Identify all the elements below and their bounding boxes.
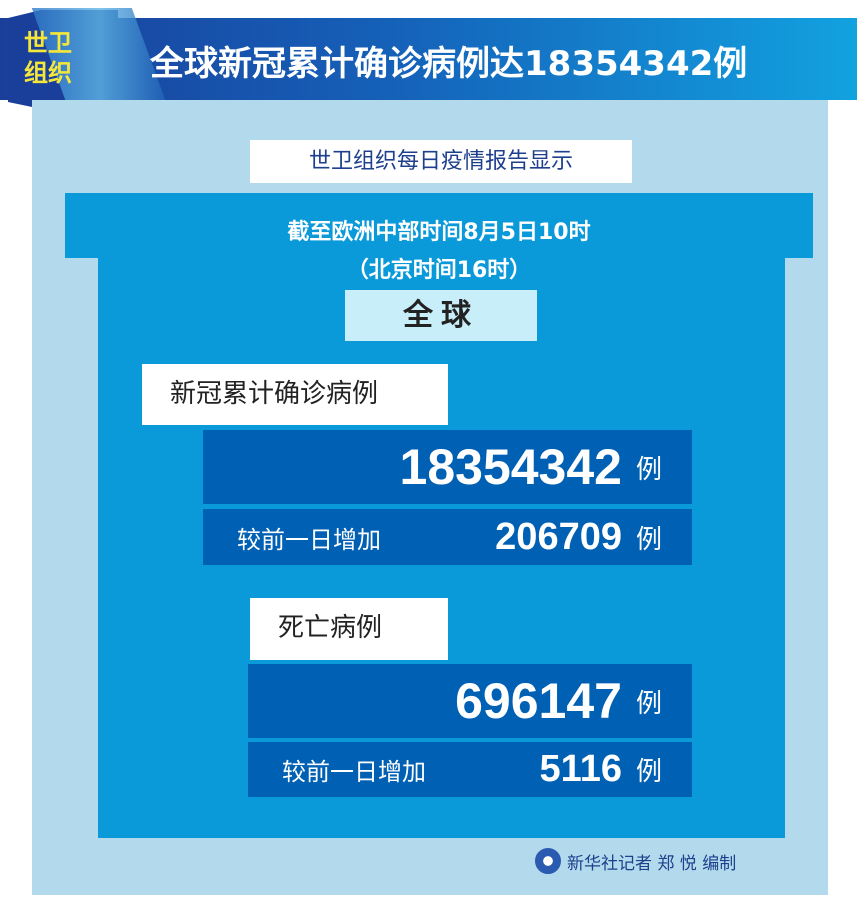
deaths-total-box: 696147 例 bbox=[248, 664, 692, 738]
xinhua-logo-icon bbox=[535, 848, 561, 874]
credit-text: 新华社记者 郑 悦 编制 bbox=[567, 853, 737, 874]
cases-increase-label: 较前一日增加 bbox=[237, 525, 381, 554]
cases-label: 新冠累计确诊病例 bbox=[142, 364, 448, 425]
unit: 例 bbox=[635, 524, 662, 555]
page-title: 全球新冠累计确诊病例达18354342例 bbox=[150, 44, 748, 84]
time-line1: 截至欧洲中部时间8月5日10时 bbox=[287, 220, 591, 245]
unit: 例 bbox=[635, 688, 662, 719]
credit: 新华社记者 郑 悦 编制 bbox=[535, 848, 736, 874]
time-band bbox=[65, 193, 813, 258]
badge-text: 世卫组织 bbox=[24, 29, 72, 87]
unit: 例 bbox=[635, 757, 662, 787]
deaths-increase: 5116 bbox=[539, 748, 622, 790]
cases-increase: 206709 bbox=[495, 515, 622, 558]
cases-total-box: 18354342 例 bbox=[203, 430, 692, 504]
cases-increase-box: 较前一日增加 206709 例 bbox=[203, 509, 692, 565]
scope-label: 全球 bbox=[345, 290, 537, 341]
deaths-increase-label: 较前一日增加 bbox=[282, 758, 426, 786]
unit: 例 bbox=[635, 454, 662, 485]
deaths-total: 696147 bbox=[455, 673, 622, 729]
deaths-label: 死亡病例 bbox=[250, 598, 448, 660]
cases-total: 18354342 bbox=[399, 439, 622, 495]
deaths-increase-box: 较前一日增加 5116 例 bbox=[248, 742, 692, 797]
subtitle: 世卫组织每日疫情报告显示 bbox=[250, 140, 632, 183]
time-line2: （北京时间16时） bbox=[346, 258, 532, 283]
